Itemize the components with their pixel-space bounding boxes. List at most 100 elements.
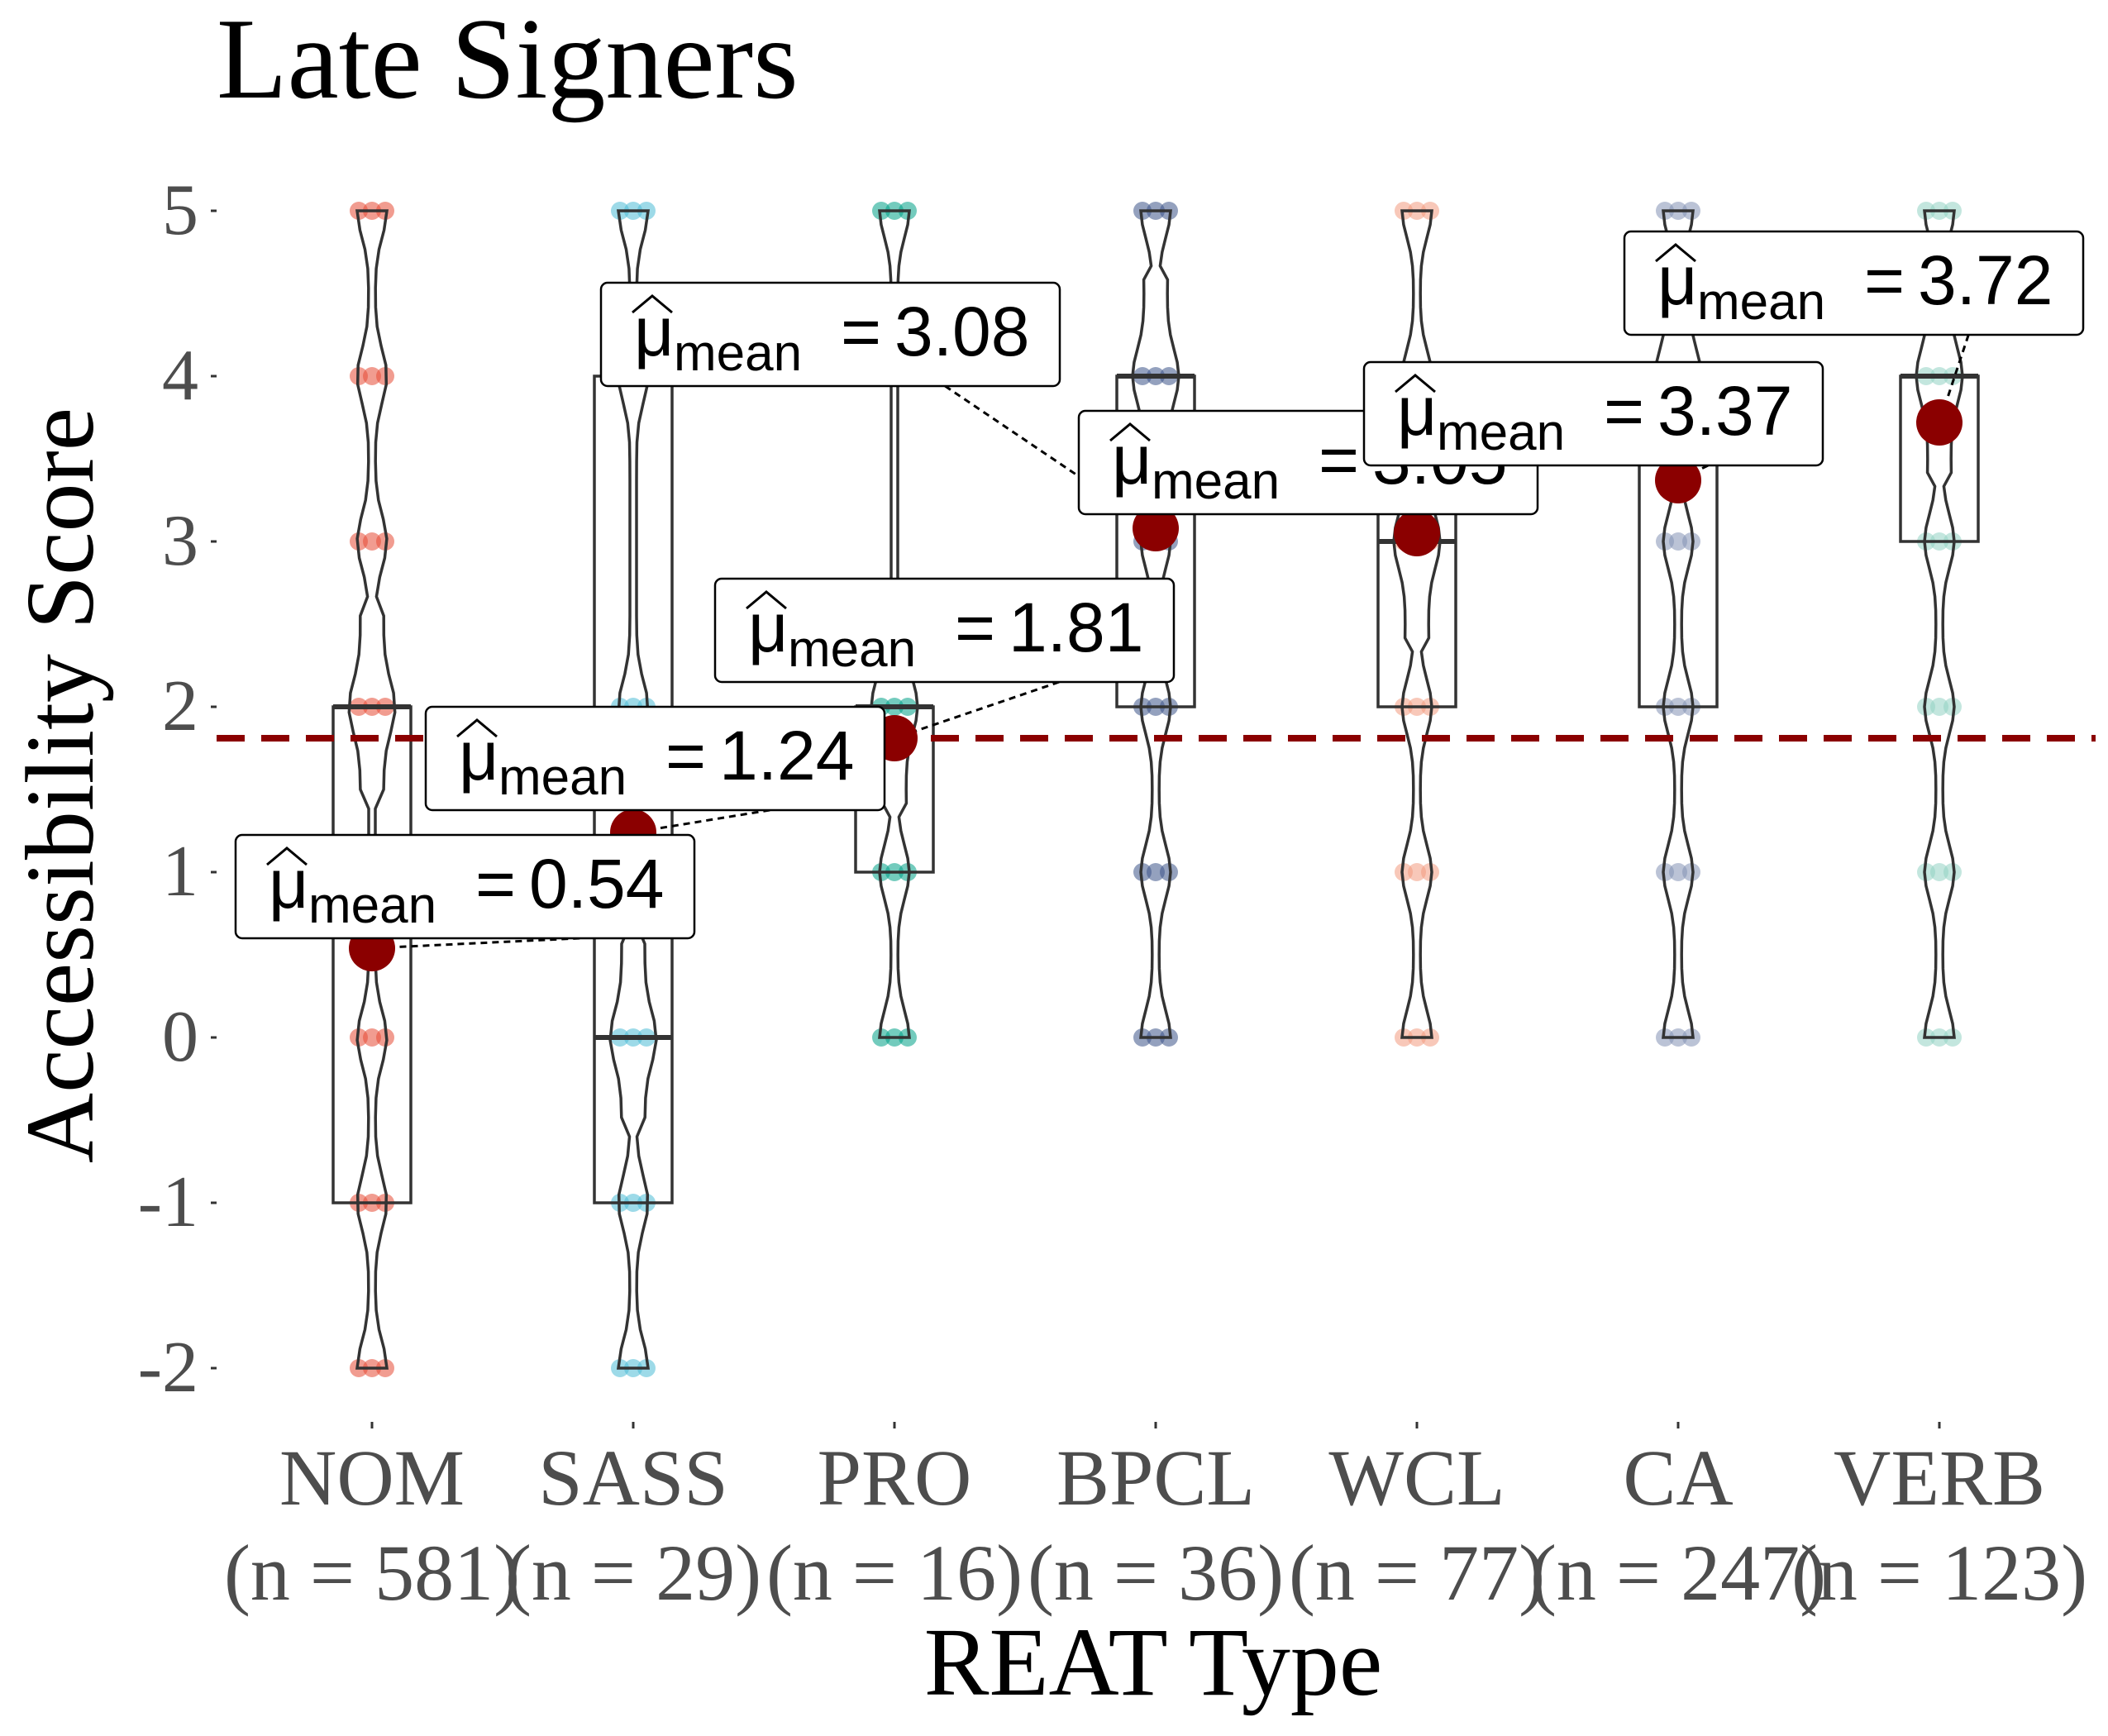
- data-point: [363, 367, 381, 385]
- mean-value: 0.54: [529, 845, 665, 923]
- category-verb: VERB(n = 123): [1791, 202, 2087, 1617]
- data-point: [1395, 863, 1413, 881]
- mean-symbol: μ: [748, 589, 788, 666]
- mean-subscript: mean: [498, 749, 627, 806]
- y-tick-label: -2: [138, 1328, 198, 1408]
- chart-title: Late Signers: [217, 0, 799, 123]
- y-tick-label: -1: [138, 1162, 198, 1242]
- mean-label-ca: μ mean = 3.37: [1362, 360, 1824, 467]
- data-point: [1133, 863, 1152, 881]
- data-point: [1669, 863, 1687, 881]
- data-point: [1682, 532, 1700, 551]
- x-tick-label: VERB: [1834, 1433, 2045, 1522]
- mean-symbol: μ: [1112, 421, 1152, 498]
- mean-symbol: μ: [1657, 241, 1697, 319]
- mean-label-box: [1362, 360, 1824, 467]
- data-point: [1930, 698, 1948, 716]
- data-point: [1917, 863, 1935, 881]
- mean-label-pro: μ mean = 1.81: [713, 577, 1176, 684]
- mean-label-box: [234, 833, 696, 940]
- data-point: [1408, 863, 1426, 881]
- hat-icon: [456, 718, 498, 738]
- x-tick-label: NOM: [279, 1433, 465, 1522]
- data-point: [1421, 863, 1439, 881]
- violin: [1392, 209, 1442, 1039]
- data-point: [1682, 863, 1700, 881]
- mean-subscript: mean: [1697, 274, 1825, 331]
- violin: [1131, 209, 1180, 1039]
- y-tick-label: 3: [162, 501, 198, 581]
- hat-icon: [1395, 374, 1436, 393]
- mean-label-sass: μ mean = 1.24: [424, 705, 886, 812]
- x-axis-label: REAT Type: [924, 1608, 1382, 1716]
- x-tick-sublabel: (n = 36): [1028, 1529, 1284, 1617]
- x-tick-label: BPCL: [1056, 1433, 1255, 1522]
- mean-point: [1916, 399, 1963, 446]
- mean-label-box: [713, 577, 1176, 684]
- y-tick-label: 2: [162, 666, 198, 746]
- y-tick-label: 4: [162, 336, 198, 416]
- x-tick-label: CA: [1623, 1433, 1733, 1522]
- mean-label-bpcl: μ mean = 3.08: [599, 281, 1061, 388]
- violin: [1653, 209, 1703, 1039]
- mean-point: [1655, 457, 1701, 503]
- data-point: [1669, 532, 1687, 551]
- hat-icon: [746, 590, 787, 610]
- x-tick-sublabel: (n = 77): [1289, 1529, 1545, 1617]
- data-point: [363, 532, 381, 551]
- mean-value: 3.08: [894, 293, 1030, 370]
- mean-subscript: mean: [1437, 404, 1565, 461]
- mean-equals: =: [665, 717, 706, 794]
- violin: [347, 209, 397, 1370]
- data-point: [1917, 698, 1935, 716]
- x-tick-label: WCL: [1328, 1433, 1505, 1522]
- mean-subscript: mean: [674, 325, 802, 382]
- mean-label-box: [424, 705, 886, 812]
- x-tick-sublabel: (n = 123): [1791, 1529, 2087, 1617]
- data-point: [1943, 698, 1962, 716]
- hat-icon: [1109, 422, 1151, 442]
- y-tick-label: 5: [162, 170, 198, 250]
- mean-equals: =: [841, 293, 881, 370]
- mean-equals: =: [475, 845, 516, 923]
- x-tick-sublabel: (n = 16): [766, 1529, 1023, 1617]
- data-point: [1656, 532, 1674, 551]
- mean-leader-line: [894, 680, 1060, 740]
- mean-value: 3.37: [1657, 372, 1793, 450]
- mean-subscript: mean: [1152, 453, 1280, 510]
- x-tick-sublabel: (n = 29): [505, 1529, 761, 1617]
- data-point: [1656, 863, 1674, 881]
- mean-symbol: μ: [1397, 372, 1437, 450]
- x-tick-label: SASS: [538, 1433, 728, 1522]
- data-point: [363, 1028, 381, 1047]
- data-point: [1147, 863, 1165, 881]
- x-tick-label: PRO: [818, 1433, 972, 1522]
- y-tick-label: 1: [162, 832, 198, 912]
- violin: [1915, 209, 1964, 1039]
- mean-symbol: μ: [634, 293, 674, 370]
- mean-label-box: [599, 281, 1061, 388]
- mean-equals: =: [1864, 241, 1905, 319]
- mean-subscript: mean: [788, 621, 916, 678]
- data-point: [1160, 863, 1178, 881]
- mean-value: 3.72: [1918, 241, 2053, 319]
- mean-point: [1394, 510, 1440, 556]
- hat-icon: [266, 847, 308, 866]
- mean-point: [1133, 505, 1179, 551]
- category-nom: NOM(n = 581): [224, 202, 520, 1617]
- violin: [608, 209, 658, 1370]
- mean-label-nom: μ mean = 0.54: [234, 833, 696, 940]
- hat-icon: [1655, 243, 1696, 263]
- data-point: [1930, 863, 1948, 881]
- mean-equals: =: [1604, 372, 1644, 450]
- mean-symbol: μ: [269, 845, 308, 923]
- y-axis-label: Accessibility Score: [6, 408, 114, 1163]
- mean-leader-line: [371, 937, 580, 950]
- mean-symbol: μ: [459, 717, 498, 794]
- mean-subscript: mean: [308, 877, 436, 934]
- mean-equals: =: [1319, 421, 1359, 498]
- mean-label-verb: μ mean = 3.72: [1623, 230, 2085, 336]
